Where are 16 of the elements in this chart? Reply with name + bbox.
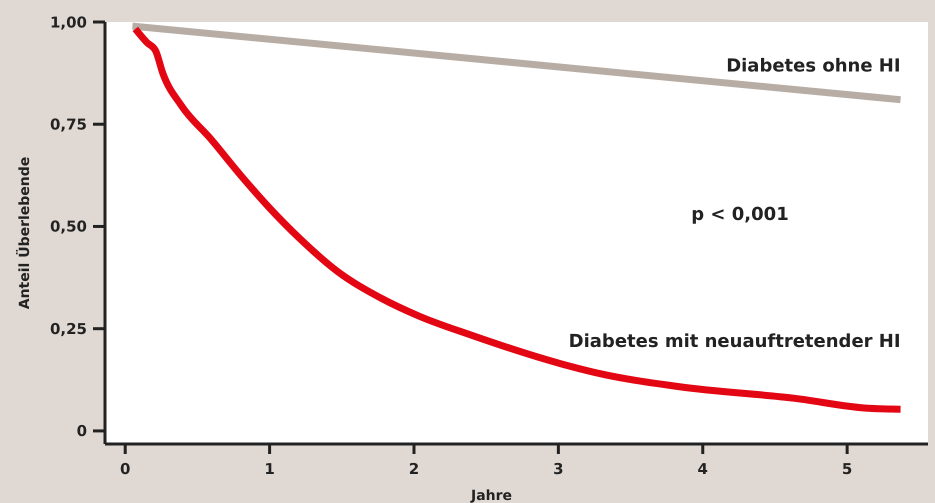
x-tick-label: 2 <box>408 460 420 478</box>
y-tick-label: 0,50 <box>50 218 87 236</box>
x-tick-label: 4 <box>698 460 708 478</box>
x-tick-label: 1 <box>264 460 275 478</box>
y-tick-label: 0 <box>76 422 87 440</box>
x-tick-label: 3 <box>553 460 564 478</box>
x-axis-title: Jahre <box>470 488 512 503</box>
y-tick-label: 0,25 <box>50 320 87 338</box>
series-label: Diabetes ohne HI <box>726 56 901 77</box>
y-tick-label: 0,75 <box>50 115 87 134</box>
y-tick-label: 1,00 <box>50 13 87 32</box>
y-axis-title: Anteil Überlebende <box>16 156 33 310</box>
x-tick-label: 0 <box>120 460 130 478</box>
series-label: Diabetes mit neuauftretender HI <box>568 331 901 352</box>
x-tick-label: 5 <box>842 460 852 478</box>
annotation: p < 0,001 <box>691 204 789 225</box>
